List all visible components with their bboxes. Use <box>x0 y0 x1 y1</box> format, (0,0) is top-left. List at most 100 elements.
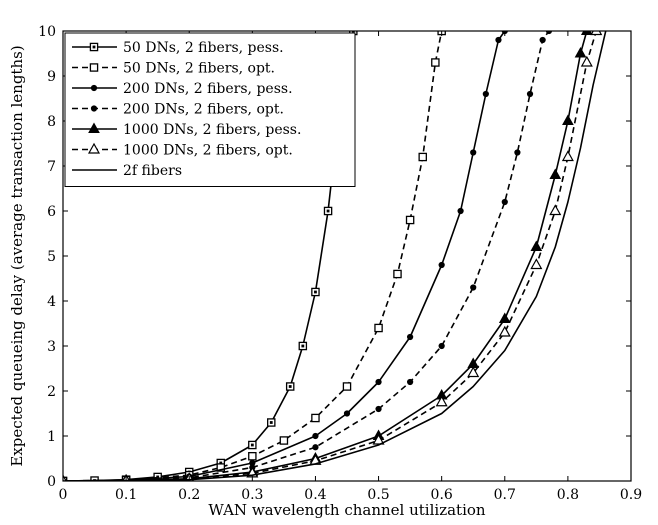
data-point-center <box>314 290 317 294</box>
ticks-layer: 0 0.1 0.2 0.3 0.4 0.5 0.6 0.7 0.8 0.9 0 1 2 3 4 5 6 7 8 9 10 <box>38 24 642 503</box>
x-tick-label: 0.3 <box>241 487 263 503</box>
data-point <box>312 444 319 451</box>
legend-label: 1000 DNs, 2 fibers, pess. <box>123 122 301 138</box>
data-point <box>342 382 352 391</box>
data-point <box>375 405 382 413</box>
data-point <box>526 90 534 98</box>
data-point <box>545 31 553 35</box>
y-tick-label: 3 <box>47 339 56 355</box>
legend-item: 200 DNs, 2 fibers, opt. <box>72 102 284 118</box>
series-7 <box>63 31 607 481</box>
legend-box <box>64 32 356 187</box>
series-layer <box>63 31 607 481</box>
y-tick-label: 5 <box>47 249 56 265</box>
legend-label: 1000 DNs, 2 fibers, opt. <box>123 143 293 159</box>
x-tick-label: 0.8 <box>557 487 579 503</box>
data-point <box>549 168 562 179</box>
y-tick-label: 2 <box>47 384 56 400</box>
data-point <box>279 436 289 445</box>
x-tick-label: 0.1 <box>115 487 137 503</box>
data-point <box>590 31 603 36</box>
series-6 <box>63 31 603 481</box>
data-point <box>393 269 402 279</box>
data-point <box>431 58 440 67</box>
data-point <box>580 31 593 35</box>
data-point <box>407 333 414 341</box>
y-tick-label: 8 <box>47 114 56 130</box>
y-axis-label: Expected queueing delay (average transac… <box>8 45 26 466</box>
legend-label: 2f fibers <box>123 163 182 179</box>
data-point <box>470 284 477 291</box>
data-point-center <box>269 421 273 424</box>
series-line <box>63 31 550 481</box>
data-point-center <box>288 385 292 388</box>
data-point <box>418 152 427 162</box>
legend-item: 1000 DNs, 2 fibers, opt. <box>72 143 293 159</box>
legend-label: 200 DNs, 2 fibers, pess. <box>123 81 293 97</box>
legend-item: 50 DNs, 2 fibers, opt. <box>72 61 275 77</box>
series-line <box>63 31 506 481</box>
data-point-center <box>250 443 254 447</box>
x-tick-label: 0.9 <box>620 487 642 503</box>
data-point <box>375 378 382 386</box>
legend-label: 200 DNs, 2 fibers, opt. <box>123 102 284 118</box>
y-tick-label: 10 <box>38 24 56 40</box>
legend-marker <box>90 84 98 92</box>
data-point-center <box>219 461 223 465</box>
data-point <box>311 413 320 423</box>
data-point-center <box>351 31 355 33</box>
series-5 <box>63 31 593 481</box>
y-tick-label: 7 <box>47 159 56 175</box>
data-point <box>530 258 543 270</box>
legend-marker <box>88 122 100 133</box>
legend-item: 2f fibers <box>72 163 182 179</box>
data-point <box>248 451 257 461</box>
series-line <box>63 31 598 481</box>
data-point <box>435 395 448 407</box>
y-tick-label: 0 <box>47 474 56 490</box>
data-point <box>438 261 445 269</box>
y-tick-label: 6 <box>47 204 56 220</box>
series-line <box>63 31 443 481</box>
data-point <box>561 150 574 162</box>
data-point <box>562 114 574 125</box>
data-point <box>343 410 351 417</box>
data-point <box>457 207 464 215</box>
legend-item: 200 DNs, 2 fibers, pess. <box>72 81 293 97</box>
data-point-center <box>326 209 330 213</box>
data-point <box>405 215 415 225</box>
data-point <box>467 366 480 378</box>
legend-marker <box>89 63 99 72</box>
legend-marker <box>87 142 101 154</box>
series-line <box>63 31 588 481</box>
data-point <box>374 323 383 333</box>
data-point <box>501 198 508 206</box>
legend-item: 50 DNs, 2 fibers, pess. <box>72 40 284 56</box>
data-point <box>372 433 385 445</box>
legend: 50 DNs, 2 fibers, pess. 50 DNs, 2 fibers,… <box>64 32 356 187</box>
legend-marker <box>90 105 98 112</box>
x-tick-label: 0.5 <box>367 487 389 503</box>
series-2 <box>63 31 446 481</box>
data-point <box>549 204 562 216</box>
y-tick-label: 1 <box>47 429 56 445</box>
x-tick-label: 0 <box>59 487 68 503</box>
data-point <box>216 463 226 472</box>
legend-label: 50 DNs, 2 fibers, opt. <box>123 61 275 77</box>
data-point <box>407 378 414 386</box>
data-point <box>482 90 489 98</box>
y-tick-label: 4 <box>47 294 56 310</box>
data-point <box>495 36 502 44</box>
legend-label: 50 DNs, 2 fibers, pess. <box>123 40 284 56</box>
data-point <box>574 46 587 58</box>
x-tick-label: 0.4 <box>304 487 326 503</box>
series-line <box>63 31 607 481</box>
data-point <box>63 474 67 481</box>
data-point <box>539 36 546 44</box>
data-point <box>249 459 256 467</box>
data-point <box>580 55 593 67</box>
data-point <box>438 342 445 350</box>
legend-item: 1000 DNs, 2 fibers, pess. <box>72 122 301 138</box>
